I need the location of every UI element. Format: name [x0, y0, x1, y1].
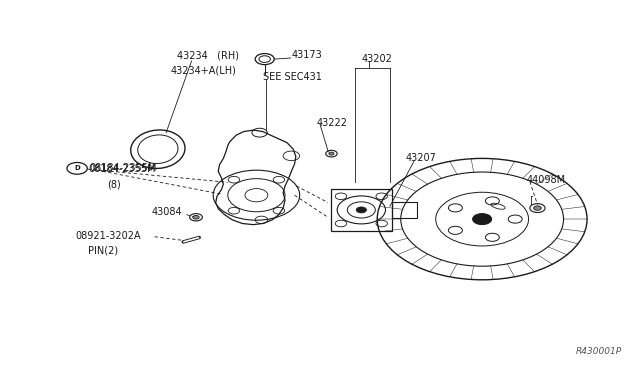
Text: 43234+A(LH): 43234+A(LH) — [171, 65, 236, 75]
Text: 43202: 43202 — [362, 54, 392, 64]
Text: 08184-2355M: 08184-2355M — [89, 163, 157, 173]
Text: PIN(2): PIN(2) — [88, 246, 118, 255]
Text: 44098M: 44098M — [527, 176, 566, 186]
Text: (8): (8) — [107, 179, 121, 189]
Text: 43207: 43207 — [406, 153, 436, 163]
Text: 43173: 43173 — [291, 51, 322, 60]
Text: D: D — [74, 165, 80, 171]
Text: SEE SEC431: SEE SEC431 — [263, 73, 322, 83]
Circle shape — [534, 206, 541, 210]
Circle shape — [193, 215, 199, 219]
Circle shape — [472, 214, 492, 225]
Text: 08184-2355M: 08184-2355M — [88, 164, 156, 174]
Circle shape — [356, 207, 367, 213]
Text: 43222: 43222 — [317, 118, 348, 128]
Text: 43234   (RH): 43234 (RH) — [177, 51, 239, 60]
Text: R430001P: R430001P — [576, 347, 622, 356]
Text: 43084: 43084 — [152, 207, 182, 217]
Circle shape — [329, 152, 334, 155]
Text: 08921-3202A: 08921-3202A — [76, 231, 141, 241]
